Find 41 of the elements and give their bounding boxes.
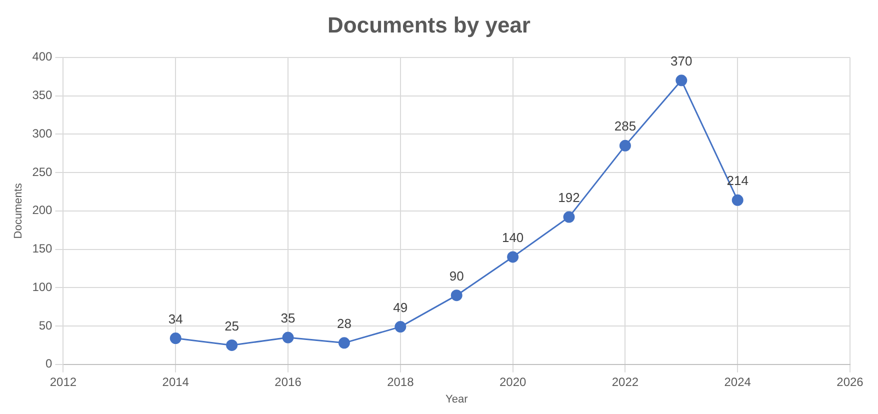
x-tick-label: 2016 [274, 374, 302, 389]
x-tick-label: 2012 [50, 374, 77, 389]
x-tick-label: 2018 [387, 374, 414, 389]
data-label: 25 [224, 318, 240, 334]
point [507, 251, 519, 263]
data-label: 49 [393, 300, 408, 315]
x-tick-label: 2014 [162, 374, 190, 389]
data-label: 192 [558, 190, 580, 206]
point [282, 332, 294, 344]
y-tick-label: 350 [32, 88, 53, 102]
y-tick-label: 200 [32, 203, 53, 218]
point [619, 140, 631, 152]
y-tick-label: 150 [32, 242, 53, 256]
x-tick-label: 2022 [612, 374, 639, 389]
point [732, 194, 744, 206]
data-label: 370 [670, 54, 692, 69]
data-label: 140 [502, 230, 524, 246]
y-tick-label: 250 [32, 164, 53, 179]
point [338, 337, 350, 349]
point [450, 290, 462, 302]
y-axis-title: Documents [12, 182, 25, 239]
chart-title: Documents by year [328, 12, 531, 38]
data-label: 90 [449, 268, 464, 284]
x-tick-label: 2026 [836, 374, 864, 389]
point [170, 332, 182, 344]
x-tick-label: 2024 [724, 374, 752, 389]
y-tick-label: 300 [32, 126, 53, 140]
y-tick-label: 50 [38, 318, 53, 332]
point [226, 339, 238, 351]
y-tick-label: 100 [32, 280, 53, 294]
point [394, 321, 406, 333]
y-tick-label: 400 [32, 50, 53, 64]
point [563, 211, 575, 223]
x-axis-title: Year [445, 393, 468, 406]
point [676, 74, 688, 86]
data-label: 285 [614, 118, 636, 134]
y-tick-label: 0 [46, 356, 53, 371]
data-label: 34 [168, 311, 183, 326]
data-label: 28 [336, 316, 352, 331]
x-tick-label: 2020 [499, 374, 526, 389]
data-label: 35 [280, 310, 296, 326]
